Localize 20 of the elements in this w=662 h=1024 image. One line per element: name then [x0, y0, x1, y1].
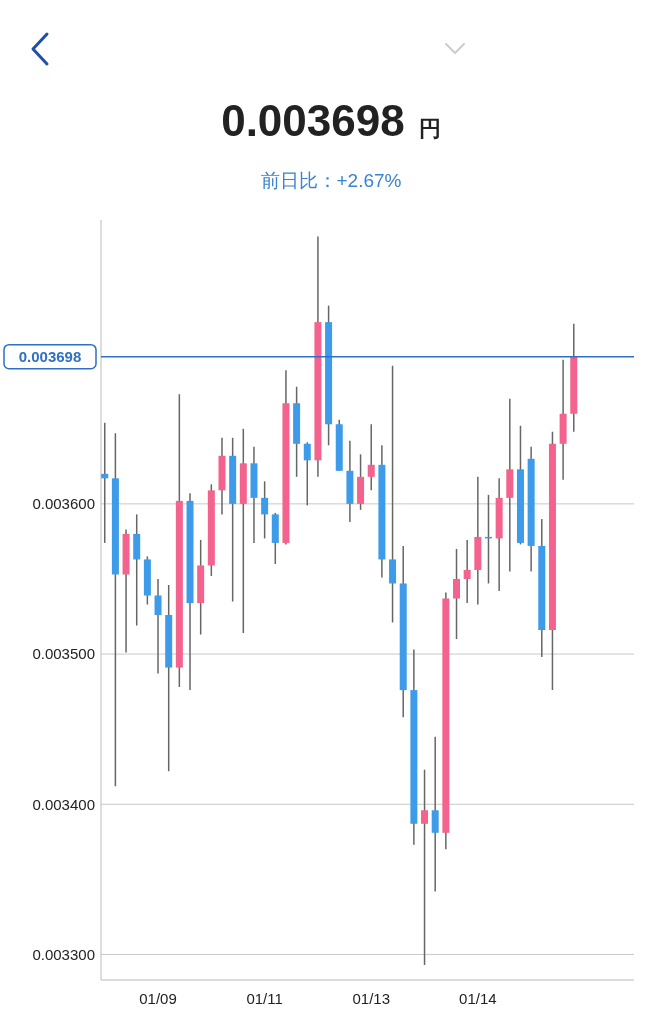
candlestick	[367, 423, 375, 492]
candlestick	[261, 480, 269, 540]
x-tick-label: 01/13	[352, 990, 390, 1007]
candlestick	[421, 768, 429, 966]
y-tick-label: 0.003300	[32, 945, 95, 963]
chart-subtitle: 前日比：+2.67%	[260, 170, 402, 191]
ref-line-label: 0.003698	[18, 347, 82, 365]
y-tick-label: 0.003500	[32, 645, 95, 663]
candlestick	[431, 735, 439, 893]
y-tick-label: 0.003400	[32, 795, 95, 813]
y-tick-label: 0.003600	[32, 495, 95, 513]
chart-title: 0.003698 円	[221, 96, 441, 145]
candlestick	[154, 578, 162, 675]
candlestick	[389, 364, 397, 624]
candlestick	[303, 441, 311, 507]
x-tick-label: 01/14	[459, 990, 497, 1007]
candlestick	[453, 548, 461, 640]
x-tick-label: 01/11	[246, 990, 283, 1007]
x-tick-label: 01/09	[139, 990, 177, 1007]
candlestick	[463, 539, 471, 604]
